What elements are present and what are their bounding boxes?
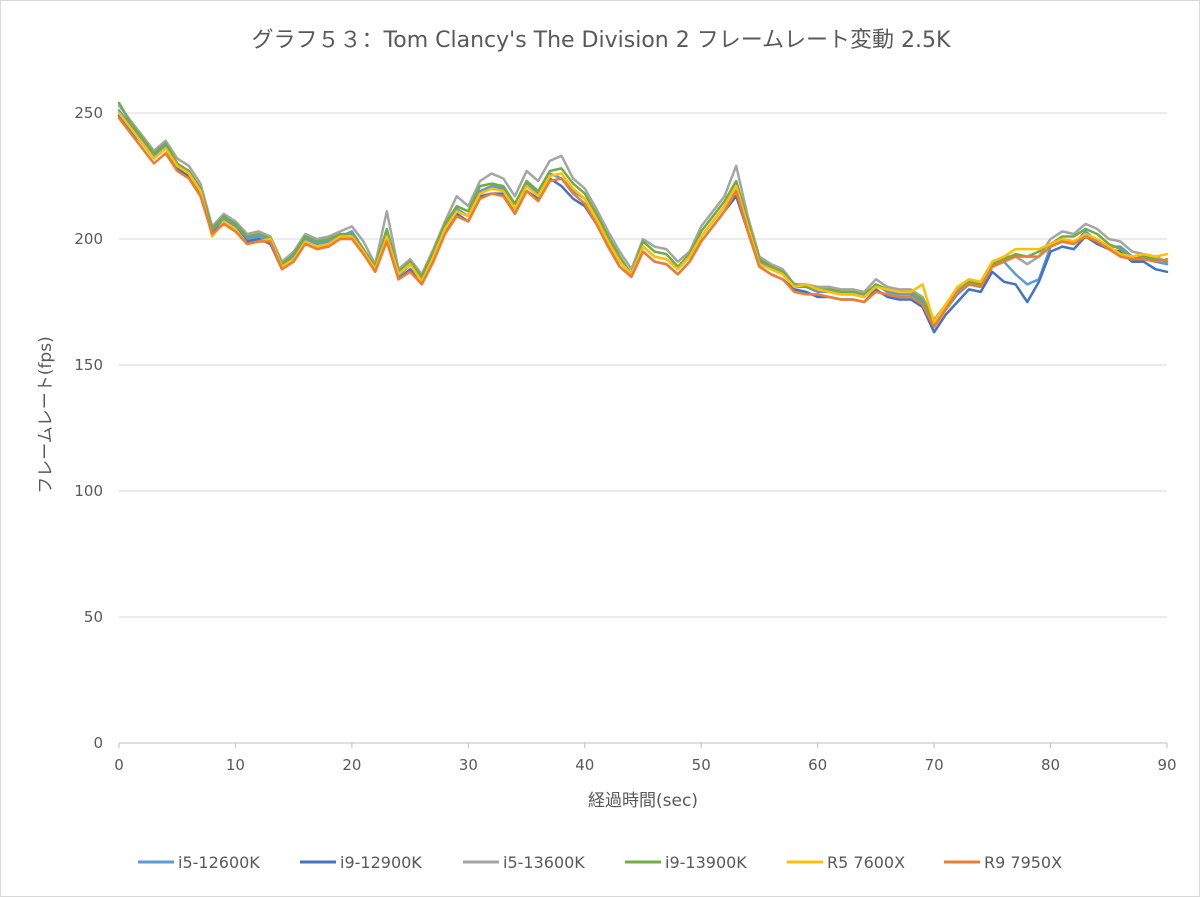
series-line-R5 7600X <box>117 111 1169 324</box>
x-tick-label: 20 <box>342 756 361 774</box>
x-tick-label: 60 <box>808 756 827 774</box>
x-tick-label: 90 <box>1157 756 1176 774</box>
y-axis-title: フレームレート(fps) <box>36 336 56 493</box>
legend-item-i5-12600K: i5-12600K <box>138 853 260 872</box>
y-tick-label: 0 <box>93 734 103 752</box>
x-tick-label: 0 <box>114 756 124 774</box>
legend-label: R9 7950X <box>984 853 1062 872</box>
legend-label: i9-12900K <box>340 853 422 872</box>
y-tick-label: 100 <box>74 482 103 500</box>
x-tick-label: 70 <box>925 756 944 774</box>
chart-title: グラフ５３：Tom Clancy's The Division 2 フレームレー… <box>252 28 951 53</box>
x-tick-label: 30 <box>459 756 478 774</box>
legend-item-i9-12900K: i9-12900K <box>300 853 422 872</box>
y-tick-label: 50 <box>84 608 103 626</box>
legend-item-R9 7950X: R9 7950X <box>944 853 1062 872</box>
series-line-i5-13600K <box>117 104 1169 321</box>
x-tick-label: 10 <box>226 756 245 774</box>
legend: i5-12600K i9-12900K i5-13600K i9-13900K R5 7… <box>138 853 1062 872</box>
series-line-i9-13900K <box>117 101 1169 324</box>
legend-label: R5 7600X <box>827 853 905 872</box>
series-line-i5-12600K <box>117 109 1169 326</box>
gridlines <box>119 112 1167 744</box>
y-axis-ticks: 0 50 100 150 200 250 <box>74 104 103 752</box>
legend-item-i9-13900K: i9-13900K <box>625 853 747 872</box>
x-tick-label: 40 <box>575 756 594 774</box>
x-tick-label: 80 <box>1041 756 1060 774</box>
legend-label: i5-13600K <box>503 853 585 872</box>
x-axis-title: 経過時間(sec) <box>588 791 698 811</box>
x-axis-ticks: 0 10 20 30 40 50 60 70 80 90 <box>114 743 1177 774</box>
y-tick-label: 250 <box>74 104 103 122</box>
x-tick-label: 50 <box>692 756 711 774</box>
series-line-R9 7950X <box>117 116 1169 329</box>
legend-label: i9-13900K <box>665 853 747 872</box>
series-line-i9-12900K <box>117 114 1169 334</box>
y-tick-label: 200 <box>74 230 103 248</box>
legend-label: i5-12600K <box>178 853 260 872</box>
y-tick-label: 150 <box>74 356 103 374</box>
legend-item-i5-13600K: i5-13600K <box>463 853 585 872</box>
legend-item-R5 7600X: R5 7600X <box>787 853 905 872</box>
series-layer <box>117 101 1169 334</box>
